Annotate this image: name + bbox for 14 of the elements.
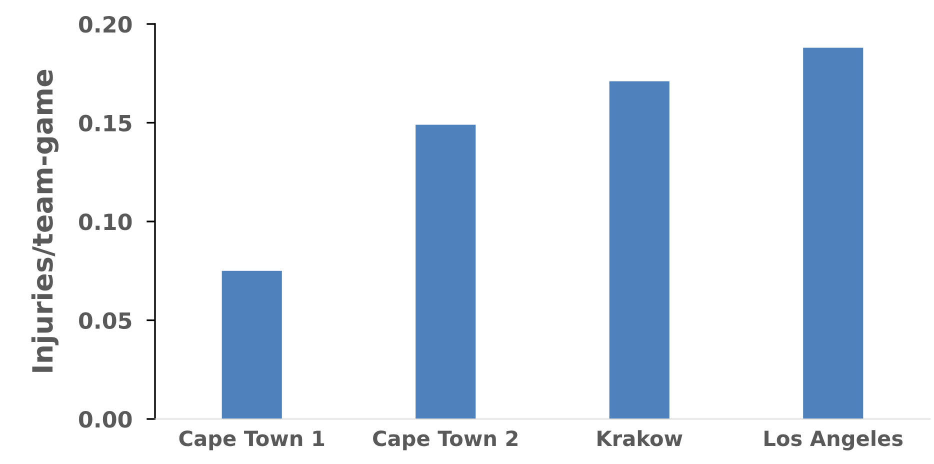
y-tick-label: 0.15: [79, 114, 132, 132]
x-tick-label: Cape Town 2: [373, 430, 518, 450]
y-axis-title: Injuries/team-game: [31, 70, 59, 372]
x-tick-label: Cape Town 1: [179, 430, 324, 450]
y-tick-label: 0.05: [79, 312, 132, 330]
y-tick-label: 0.10: [79, 213, 132, 230]
bar: [222, 270, 282, 419]
bar: [416, 124, 476, 419]
y-tick-label: 0.00: [79, 410, 132, 428]
bar: [803, 48, 864, 419]
x-tick-label: Krakow: [598, 430, 682, 446]
bar: [609, 81, 670, 419]
x-tick-label: Los Angeles: [764, 430, 903, 450]
y-tick-label: 0.20: [79, 16, 132, 33]
